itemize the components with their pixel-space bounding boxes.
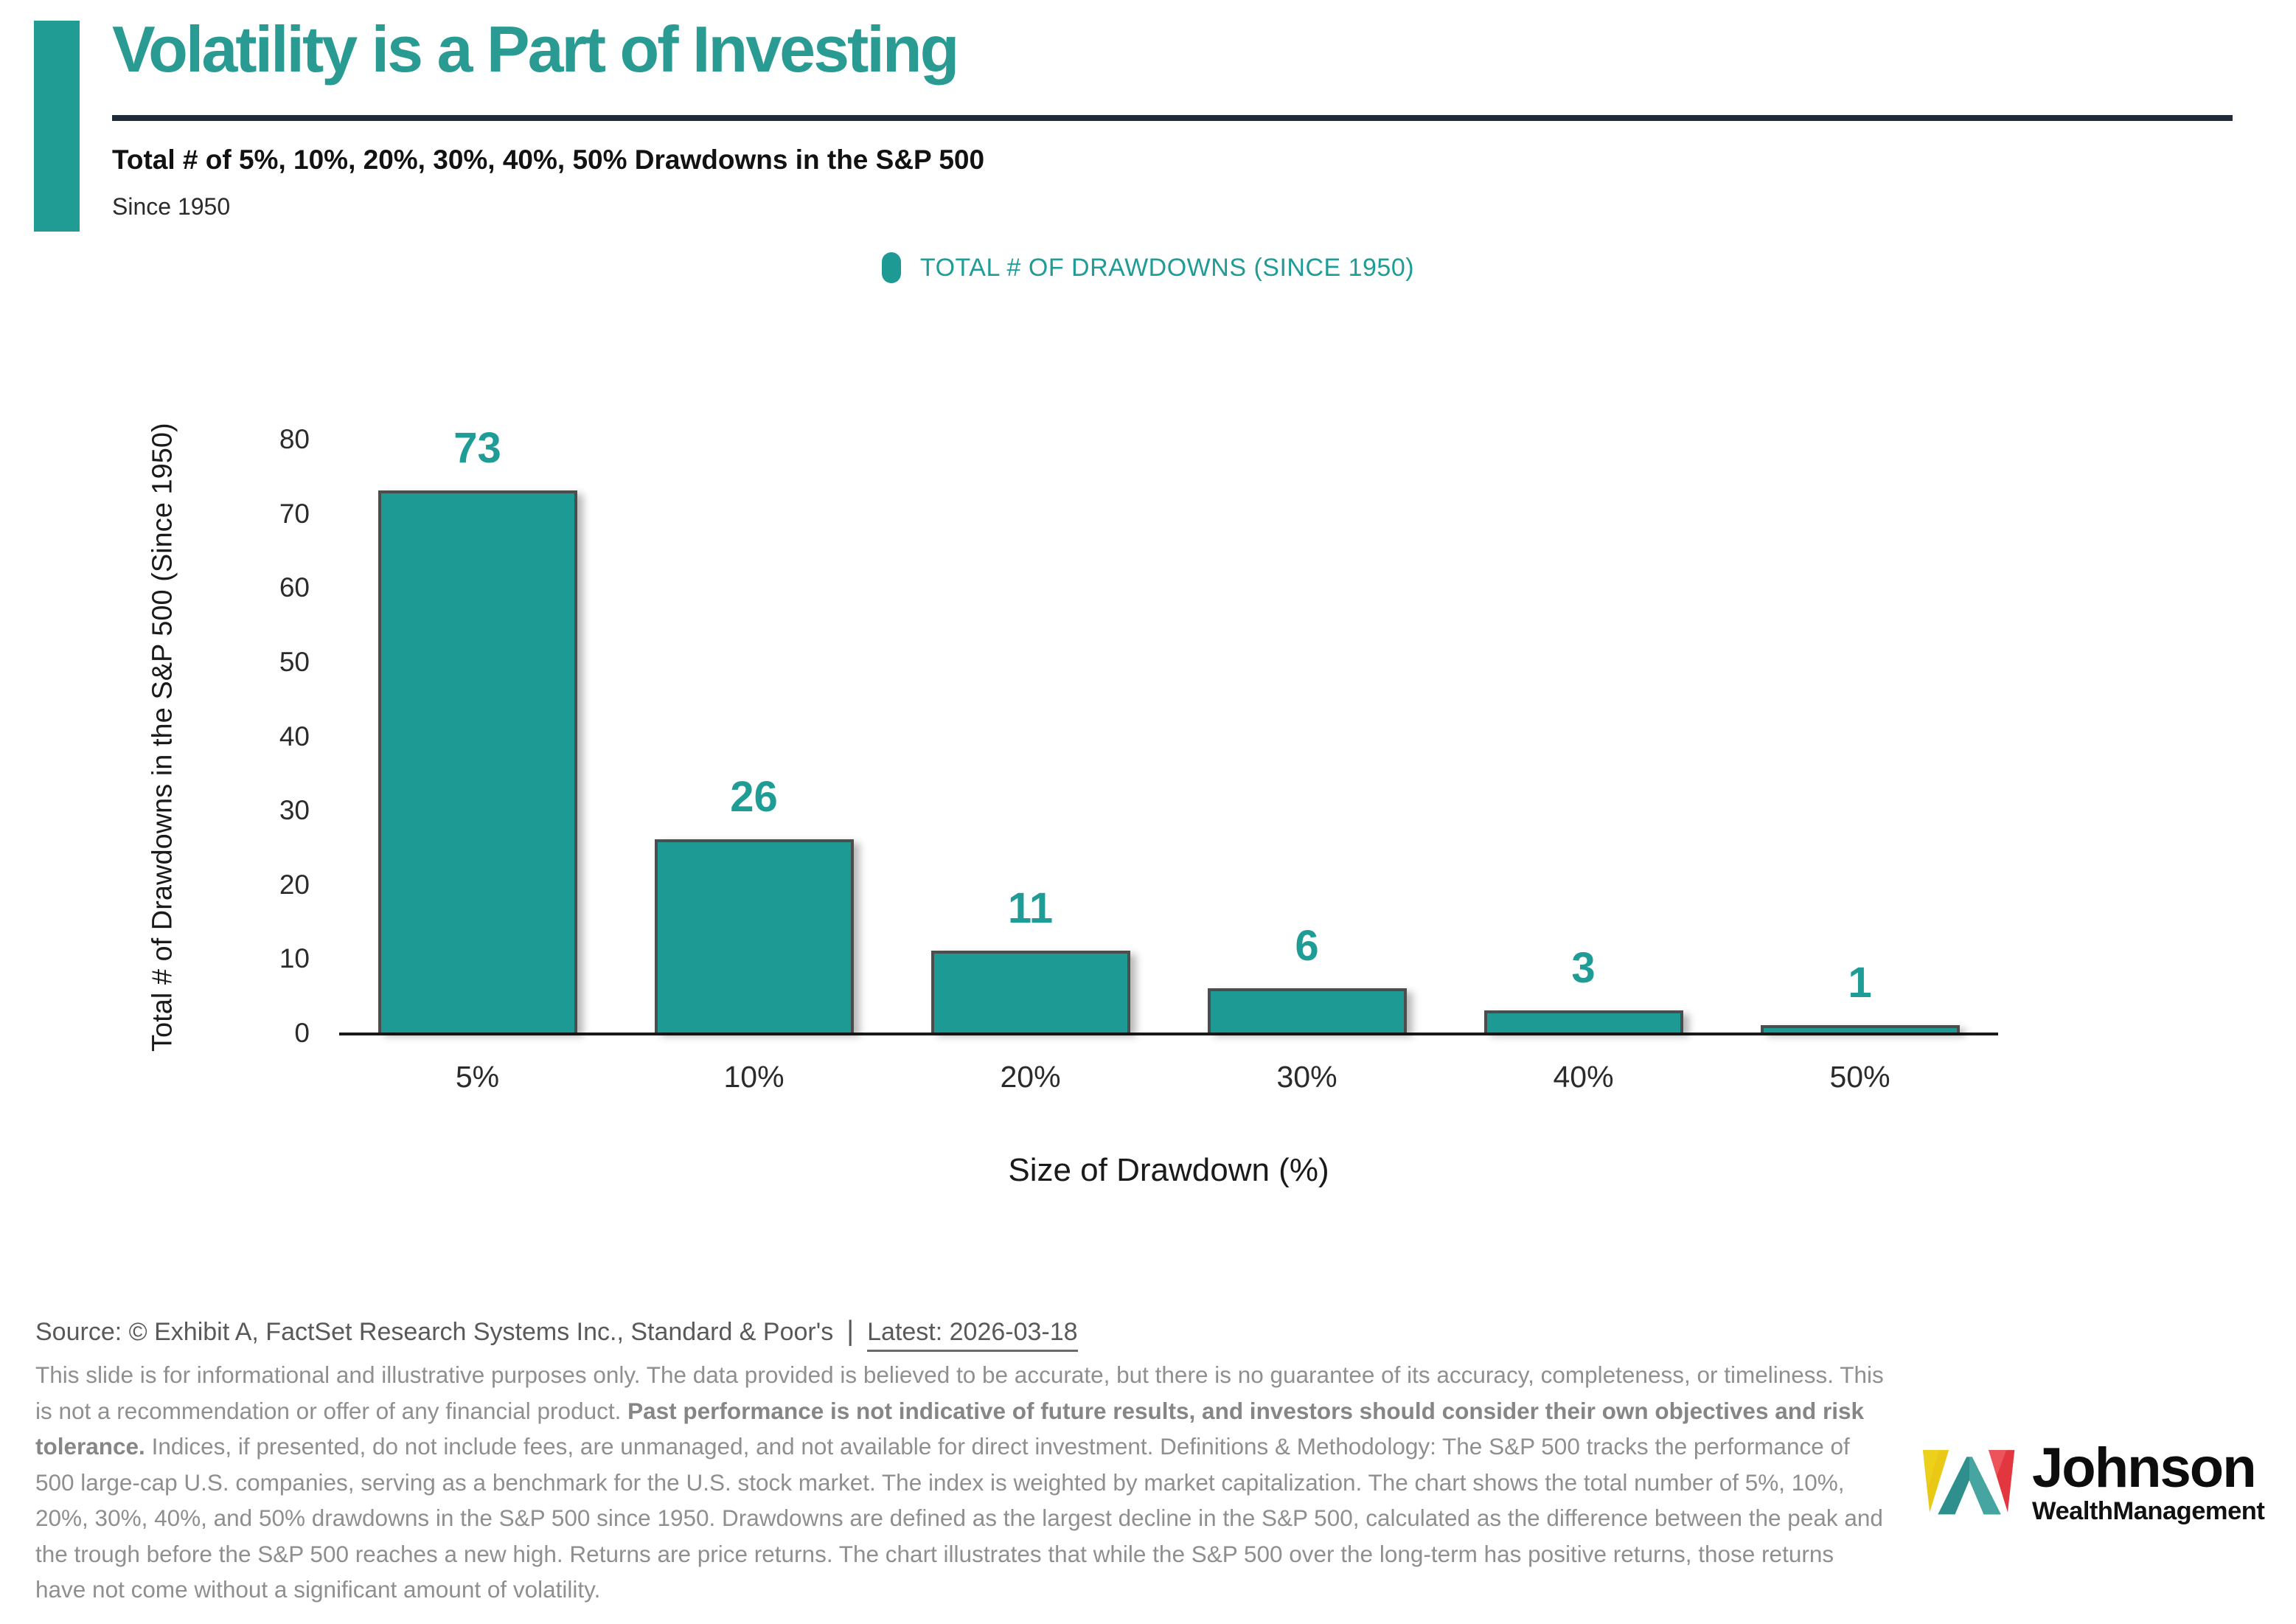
y-tick-label: 80 <box>279 424 310 454</box>
y-tick-label: 50 <box>279 646 310 677</box>
bar-value-label: 26 <box>730 773 778 822</box>
bar-5% <box>378 490 577 1033</box>
x-tick-label: 50% <box>1829 1060 1890 1094</box>
disclaimer-segment: This slide is for informational and illu… <box>35 1361 1884 1424</box>
disclaimer-bold-segment: Past performance is not indicative of fu… <box>35 1397 1865 1460</box>
x-tick-label: 30% <box>1276 1060 1337 1094</box>
latest-date-link[interactable]: Latest: 2026-03-18 <box>867 1318 1078 1352</box>
x-tick-label: 5% <box>455 1060 500 1094</box>
bar-slot: 1 50% <box>1722 439 1998 1092</box>
bar-slot: 3 40% <box>1445 439 1722 1092</box>
plot-area: 73 5% 26 10% 11 20% 6 30% 3 40% 1 50% 80 70 60 50 40 30 2… <box>279 426 1998 1092</box>
company-logo: Johnson WealthManagement <box>1921 1437 2265 1526</box>
source-separator: | <box>846 1316 855 1347</box>
x-tick-label: 40% <box>1553 1060 1614 1094</box>
bar-slot: 26 10% <box>616 439 892 1092</box>
bar-10% <box>654 839 854 1033</box>
bar-value-label: 11 <box>1007 884 1054 933</box>
bar-slot: 73 5% <box>339 427 616 1092</box>
bar-50% <box>1760 1024 1960 1033</box>
legend-swatch-icon <box>881 252 901 283</box>
y-tick-label: 30 <box>279 795 310 826</box>
bar-slot: 11 20% <box>892 439 1169 1092</box>
legend: TOTAL # OF DRAWDOWNS (SINCE 1950) <box>0 252 2296 283</box>
title-accent-bar <box>34 21 80 232</box>
y-tick-label: 60 <box>279 572 310 603</box>
bar-20% <box>930 951 1130 1033</box>
x-tick-label: 20% <box>1000 1060 1061 1094</box>
legend-label: TOTAL # OF DRAWDOWNS (SINCE 1950) <box>919 253 1415 282</box>
bar-value-label: 3 <box>1571 943 1596 992</box>
page-title: Volatility is a Part of Investing <box>112 13 959 86</box>
source-line: Source: © Exhibit A, FactSet Research Sy… <box>35 1316 1078 1352</box>
disclaimer: This slide is for informational and illu… <box>35 1357 1888 1608</box>
bar-value-label: 6 <box>1295 921 1319 970</box>
x-tick-label: 10% <box>723 1060 785 1094</box>
bar-slot: 6 30% <box>1169 439 1445 1092</box>
chart-period: Since 1950 <box>112 193 231 220</box>
source-text: Source: © Exhibit A, FactSet Research Sy… <box>35 1318 834 1346</box>
disclaimer-segment: Indices, if presented, do not include fe… <box>35 1433 1883 1603</box>
y-tick-label: 40 <box>279 721 310 752</box>
y-tick-label: 0 <box>294 1018 310 1048</box>
bar-40% <box>1483 1010 1683 1033</box>
bar-value-label: 73 <box>453 424 501 473</box>
logo-name: Johnson <box>2032 1437 2257 1499</box>
logo-text: Johnson WealthManagement <box>2032 1437 2265 1526</box>
y-axis-title: Total # of Drawdowns in the S&P 500 (Sin… <box>147 423 178 1052</box>
y-tick-label: 20 <box>279 869 310 900</box>
bar-value-label: 1 <box>1848 958 1872 1007</box>
logo-subname: WealthManagement <box>2032 1497 2265 1526</box>
bar-series: 73 5% 26 10% 11 20% 6 30% 3 40% 1 50% <box>339 427 1998 1092</box>
y-tick-label: 70 <box>279 498 310 529</box>
bar-30% <box>1207 988 1407 1033</box>
x-axis-title: Size of Drawdown (%) <box>1008 1152 1329 1188</box>
title-divider <box>112 115 2233 121</box>
y-tick-label: 10 <box>279 943 310 974</box>
logo-mark-icon <box>1922 1450 2015 1515</box>
chart-subtitle: Total # of 5%, 10%, 20%, 30%, 40%, 50% D… <box>112 145 985 175</box>
